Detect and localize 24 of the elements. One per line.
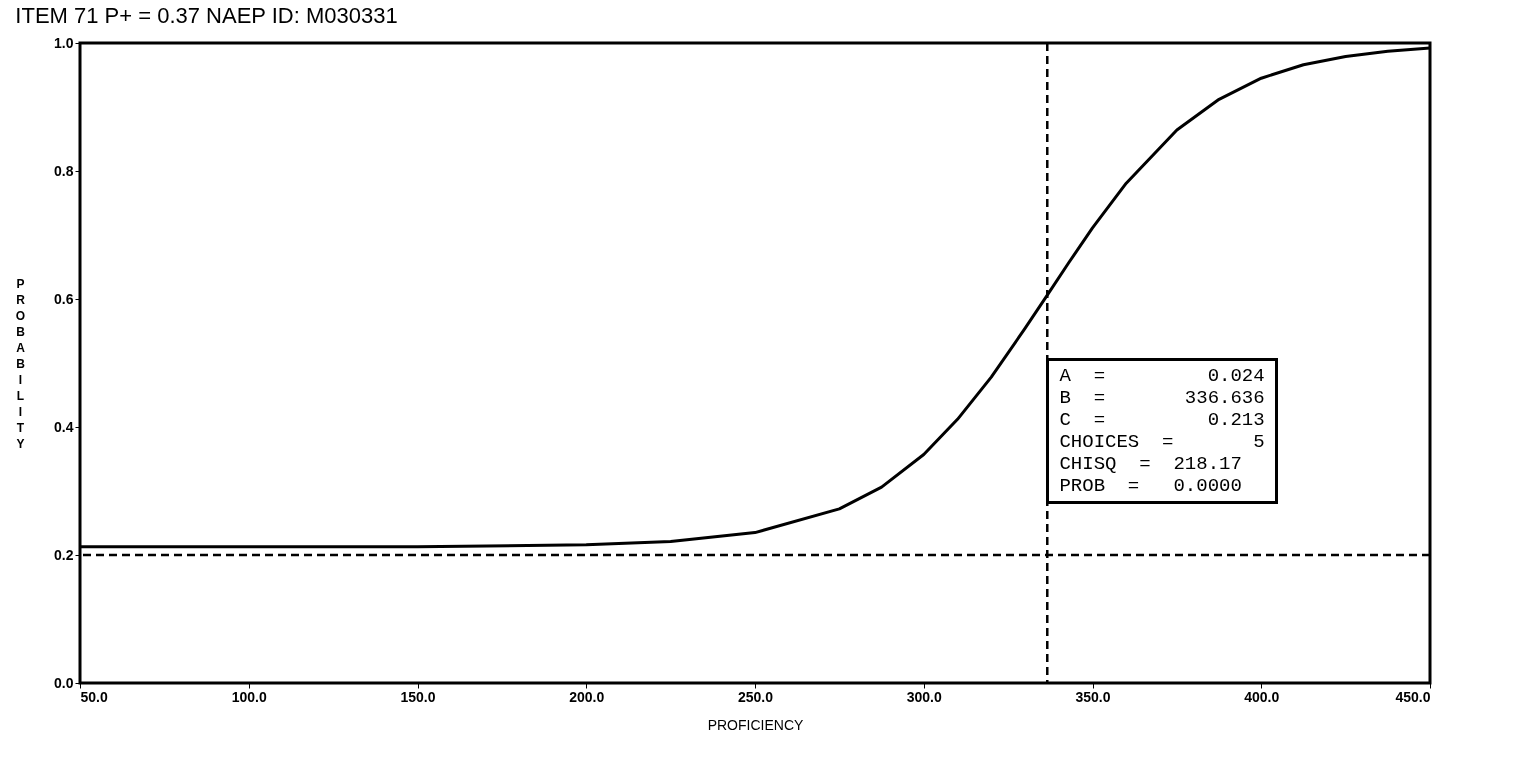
y-tick-label: 1.0: [54, 34, 74, 51]
x-tick-label: 400.0: [1244, 688, 1280, 705]
chart-title: ITEM 71 P+ = 0.37 NAEP ID: M030331: [15, 3, 398, 28]
x-tick-label: 250.0: [737, 688, 774, 705]
x-tick-label: 150.0: [400, 688, 436, 705]
annotation: CHOICES = 5: [1059, 431, 1265, 453]
y-tick-label: 0.2: [54, 546, 74, 563]
y-tick-label: 0.0: [54, 674, 74, 691]
annotation: C = 0.213: [1059, 409, 1265, 431]
y-tick-label: 0.8: [54, 162, 74, 179]
annotation: A = 0.024: [1059, 365, 1265, 387]
text: PROBABILITY: [15, 276, 26, 451]
annotation: PROB = 0.0000: [1059, 475, 1243, 497]
x-tick-label: 450.0: [1395, 688, 1431, 705]
x-tick-label: 100.0: [231, 688, 267, 705]
x-axis-title: PROFICIENCY: [707, 716, 804, 733]
annotation: B = 336.636: [1059, 387, 1265, 409]
x-tick-label: 200.0: [569, 688, 605, 705]
annotation: CHISQ = 218.17: [1059, 453, 1243, 475]
x-tick-label: 300.0: [906, 688, 942, 705]
y-tick-label: 0.6: [54, 290, 74, 307]
x-tick-label: 350.0: [1075, 688, 1111, 705]
y-tick-label: 0.4: [54, 418, 74, 435]
x-tick-label: 50.0: [80, 688, 108, 705]
